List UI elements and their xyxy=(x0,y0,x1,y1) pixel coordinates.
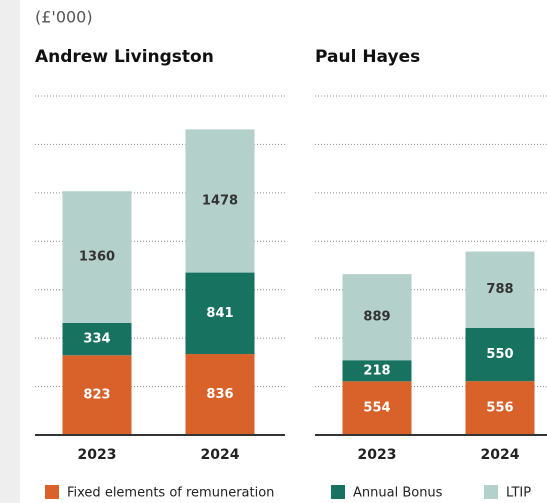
x-tick-label: 2024 xyxy=(201,447,240,463)
bar-segment xyxy=(465,381,535,435)
bar-segment xyxy=(185,272,255,355)
x-tick-label: 2023 xyxy=(78,447,117,463)
legend-swatch xyxy=(331,485,345,499)
side-strip xyxy=(0,0,20,503)
bar-segment xyxy=(62,191,132,323)
legend-label: Fixed elements of remuneration xyxy=(67,486,274,501)
data-label: 556 xyxy=(486,401,513,416)
data-label: 554 xyxy=(363,401,390,416)
bar-segment xyxy=(342,360,412,382)
subtitle: (£'000) xyxy=(35,8,93,27)
bar-segment xyxy=(62,355,132,435)
data-label: 550 xyxy=(486,347,513,362)
bar-segment xyxy=(185,129,255,273)
data-label: 1360 xyxy=(79,250,115,265)
data-label: 788 xyxy=(486,282,513,297)
x-tick-label: 2023 xyxy=(358,447,397,463)
legend-swatch xyxy=(484,485,498,499)
data-label: 841 xyxy=(206,306,233,321)
data-label: 218 xyxy=(363,363,390,378)
chart-title: Paul Hayes xyxy=(315,47,420,67)
bar-segment xyxy=(62,322,132,356)
x-tick-label: 2024 xyxy=(481,447,520,463)
legend-label: Annual Bonus xyxy=(353,486,443,501)
chart-title: Andrew Livingston xyxy=(35,47,214,67)
data-label: 1478 xyxy=(202,193,238,208)
legend-label: LTIP xyxy=(506,486,531,501)
data-label: 889 xyxy=(363,310,390,325)
bar-segment xyxy=(465,251,535,328)
data-label: 823 xyxy=(83,388,110,403)
bar-segment xyxy=(342,274,412,361)
data-label: 334 xyxy=(83,332,110,347)
bar-segment xyxy=(185,354,255,435)
bar-segment xyxy=(465,327,535,382)
data-label: 836 xyxy=(206,387,233,402)
legend-swatch xyxy=(45,485,59,499)
bar-segment xyxy=(342,381,412,435)
